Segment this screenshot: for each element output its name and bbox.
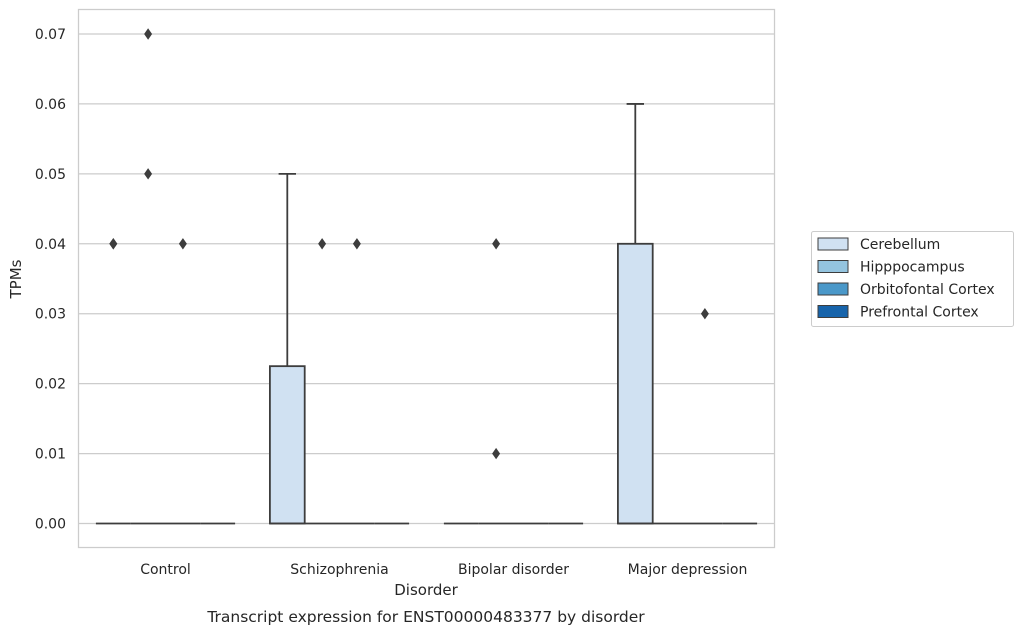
legend-label: Cerebellum <box>860 237 940 253</box>
legend-label: Orbitofontal Cortex <box>860 282 995 298</box>
y-tick-label: 0.05 <box>35 167 66 183</box>
legend: Cerebellum Hipppocampus Orbitofontal Corte… <box>811 231 1014 327</box>
outlier-point <box>109 238 118 250</box>
x-tick-labels: Control Schizophrenia Bipolar disorder Majo… <box>140 562 747 578</box>
x-tick-label: Major depression <box>628 562 748 578</box>
box-orbitofontal-cortex-3 <box>687 308 723 525</box>
box-body <box>268 365 306 525</box>
outlier-point <box>144 28 153 40</box>
box-body <box>617 242 654 525</box>
outlier-point <box>178 238 187 250</box>
legend-label: Hipppocampus <box>860 260 965 276</box>
outlier-point <box>318 238 327 250</box>
x-tick-label: Schizophrenia <box>290 562 388 578</box>
y-tick-label: 0.00 <box>35 517 66 533</box>
legend-swatch <box>817 237 849 251</box>
y-axis-title: TPMs <box>7 259 25 299</box>
box-marks <box>95 28 758 525</box>
x-axis-title: Disorder <box>394 581 458 599</box>
y-tick-label: 0.04 <box>35 237 66 253</box>
legend-label: Prefrontal Cortex <box>860 305 979 321</box>
grid-lines <box>78 33 775 525</box>
x-tick-label: Bipolar disorder <box>458 562 569 578</box>
box-orbitofontal-cortex-0 <box>165 238 201 525</box>
outlier-point <box>352 238 361 250</box>
y-tick-labels: 0.00 0.01 0.02 0.03 0.04 0.05 0.06 0.07 <box>35 27 66 533</box>
y-tick-label: 0.03 <box>35 307 66 323</box>
outlier-point <box>492 447 501 460</box>
x-tick-label: Control <box>140 562 191 578</box>
y-tick-label: 0.07 <box>35 27 66 43</box>
box-hipppocampus-0 <box>130 28 166 525</box>
y-tick-label: 0.02 <box>35 377 66 393</box>
box-cerebellum-1 <box>268 172 306 525</box>
legend-swatch <box>817 282 849 296</box>
y-tick-label: 0.01 <box>35 447 66 463</box>
chart-caption: Transcript expression for ENST0000048337… <box>206 608 645 626</box>
box-cerebellum-0 <box>95 238 131 525</box>
box-hipppocampus-2 <box>478 238 514 525</box>
legend-swatch <box>817 260 849 273</box>
plot-frame <box>77 8 776 549</box>
legend-swatch <box>817 305 849 318</box>
legend-frame <box>811 231 1014 327</box>
box-hipppocampus-1 <box>304 238 340 525</box>
outlier-point <box>144 168 153 180</box>
box-orbitofontal-cortex-1 <box>339 238 375 525</box>
outlier-point <box>700 308 709 320</box>
box-cerebellum-3 <box>617 103 654 525</box>
y-tick-label: 0.06 <box>35 97 66 113</box>
outlier-point <box>492 238 501 250</box>
